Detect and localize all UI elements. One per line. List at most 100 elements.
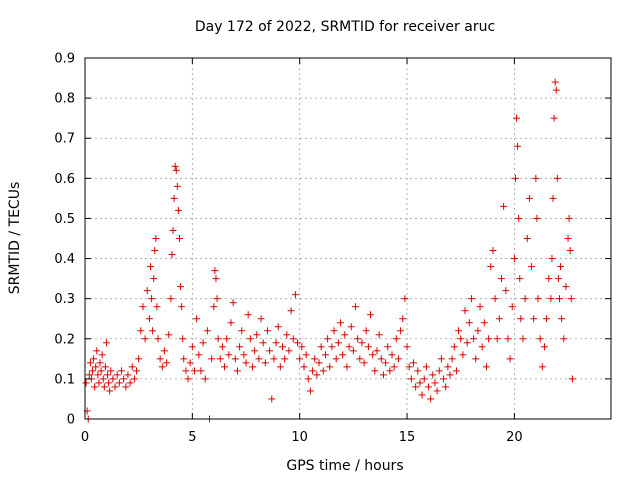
data-point [306,387,314,395]
data-point [384,343,392,351]
data-point [536,335,544,343]
data-point [300,363,308,371]
data-point [564,235,572,242]
data-point [341,331,349,339]
data-point [379,371,387,379]
data-point [238,327,246,335]
data-point [364,343,372,351]
data-point [251,347,259,355]
data-point [244,311,252,319]
data-point [470,335,478,343]
data-point [319,367,327,375]
data-point [122,383,130,391]
data-point [506,355,514,363]
data-point [165,331,173,339]
data-point [173,182,181,190]
data-point [135,355,143,363]
data-point [106,387,114,395]
data-point [105,379,113,387]
data-point [480,319,488,327]
data-point [429,371,437,379]
data-point [240,351,248,359]
data-point [452,367,460,375]
data-point [223,335,231,343]
data-point [328,343,336,351]
y-tick-label: 0.2 [54,332,75,347]
data-point [315,359,323,367]
data-point [566,247,574,255]
data-point [317,343,325,351]
data-point [547,295,555,303]
data-point [532,174,540,182]
data-point [330,327,338,335]
data-point [427,395,435,403]
data-point [465,319,473,327]
data-point [175,235,183,242]
data-point [167,295,175,303]
data-point [405,363,413,371]
data-point [358,339,366,347]
data-point [261,359,269,367]
data-point [233,367,241,375]
data-point [109,375,117,383]
x-tick-label: 20 [506,430,523,445]
data-point [188,343,196,351]
y-tick-label: 0.3 [54,292,75,307]
y-tick-label: 0.7 [54,132,75,147]
data-point [508,303,516,311]
data-point [347,323,355,331]
data-point [85,371,93,379]
data-point [133,367,141,375]
data-point [560,335,568,343]
data-point [334,339,342,347]
data-point [279,343,287,351]
data-point [533,214,541,222]
data-point [248,363,256,371]
data-point [418,391,426,399]
y-tick-label: 0.1 [54,372,75,387]
x-tick-label: 10 [291,430,308,445]
data-point [91,383,99,391]
data-point [448,355,456,363]
data-point [495,315,503,323]
data-point [491,295,499,303]
data-point [177,283,185,291]
data-point [352,303,360,311]
data-point [285,347,293,355]
data-point [552,86,560,94]
y-tick-label: 0 [67,413,75,428]
data-point [268,395,276,403]
data-point [270,355,278,363]
data-point [274,323,282,331]
data-point [386,367,394,375]
data-point [431,379,439,387]
data-point [184,375,192,383]
data-point [377,355,385,363]
data-point [171,162,179,170]
y-tick-label: 0.4 [54,252,75,267]
data-point [95,379,103,387]
data-point [382,359,390,367]
data-point [128,363,136,371]
data-point [186,359,194,367]
data-point [229,299,237,307]
data-point [513,114,521,122]
data-point [349,347,357,355]
data-point [92,363,100,371]
data-point [100,383,108,391]
data-point [263,327,271,335]
data-point [551,78,559,86]
data-point [407,375,415,383]
data-point [111,383,119,391]
axes: 0 0.1 0.2 0.3 0.4 0.5 0.6 0.7 0.8 0.9 0 5 10 15 20 [54,52,612,445]
data-point [120,375,128,383]
data-point [172,166,180,174]
data-point [498,275,506,283]
data-point [216,355,224,363]
data-point [412,383,420,391]
data-point [126,379,134,387]
data-point [287,307,295,315]
data-point [178,303,186,311]
data-point [259,339,267,347]
